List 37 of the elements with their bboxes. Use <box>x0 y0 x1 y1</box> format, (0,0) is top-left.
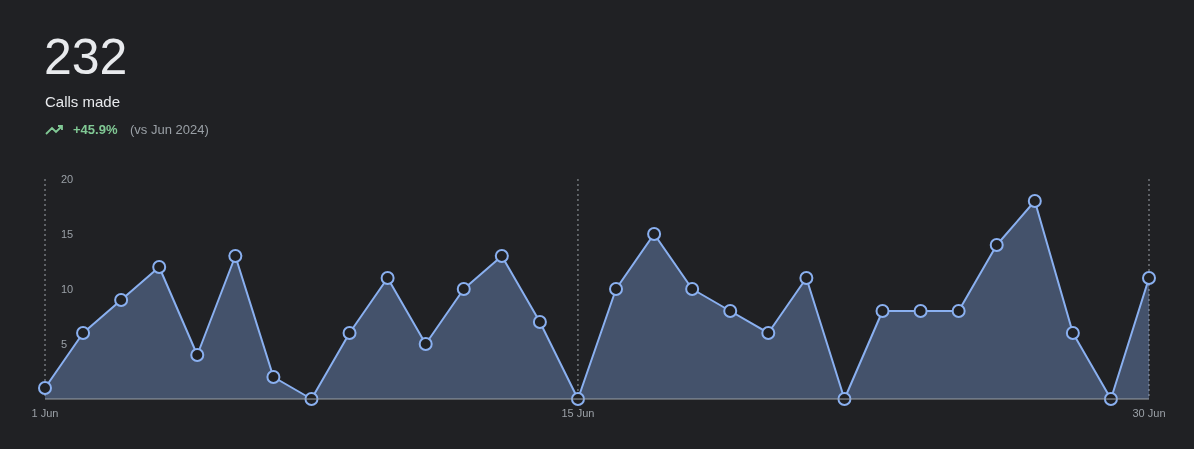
point <box>532 315 547 329</box>
point <box>989 238 1004 252</box>
point <box>1027 194 1042 208</box>
point <box>913 304 928 318</box>
point <box>76 326 91 340</box>
chart-subtitle: Calls made <box>45 93 121 110</box>
point <box>342 326 357 340</box>
point <box>494 249 509 263</box>
x-tick-label: 30 Jun <box>1132 407 1166 419</box>
point <box>609 282 624 296</box>
y-tick-label: 10 <box>61 282 74 295</box>
point <box>1142 271 1156 285</box>
point <box>951 304 966 318</box>
point <box>228 249 243 263</box>
point <box>761 326 776 340</box>
point <box>266 370 281 384</box>
point <box>723 304 738 318</box>
x-tick-label: 15 Jun <box>561 407 595 419</box>
point <box>799 271 814 285</box>
y-tick-label: 20 <box>61 172 74 185</box>
point <box>114 293 129 307</box>
point <box>875 304 890 318</box>
text: +45.9% <box>73 122 118 137</box>
point <box>418 337 433 351</box>
point <box>1065 326 1080 340</box>
point <box>38 381 52 395</box>
point <box>685 282 700 296</box>
text: (vs Jun 2024) <box>130 122 209 137</box>
y-tick-label: 5 <box>61 337 68 350</box>
x-tick-label: 1 Jun <box>31 407 59 419</box>
point <box>647 227 662 241</box>
y-tick-label: 15 <box>61 227 74 240</box>
point <box>190 348 205 362</box>
point <box>380 271 395 285</box>
point <box>456 282 471 296</box>
chart-title: 232 <box>44 29 128 85</box>
point <box>152 260 167 274</box>
